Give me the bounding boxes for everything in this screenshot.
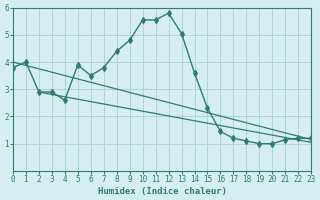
X-axis label: Humidex (Indice chaleur): Humidex (Indice chaleur) [98,187,227,196]
